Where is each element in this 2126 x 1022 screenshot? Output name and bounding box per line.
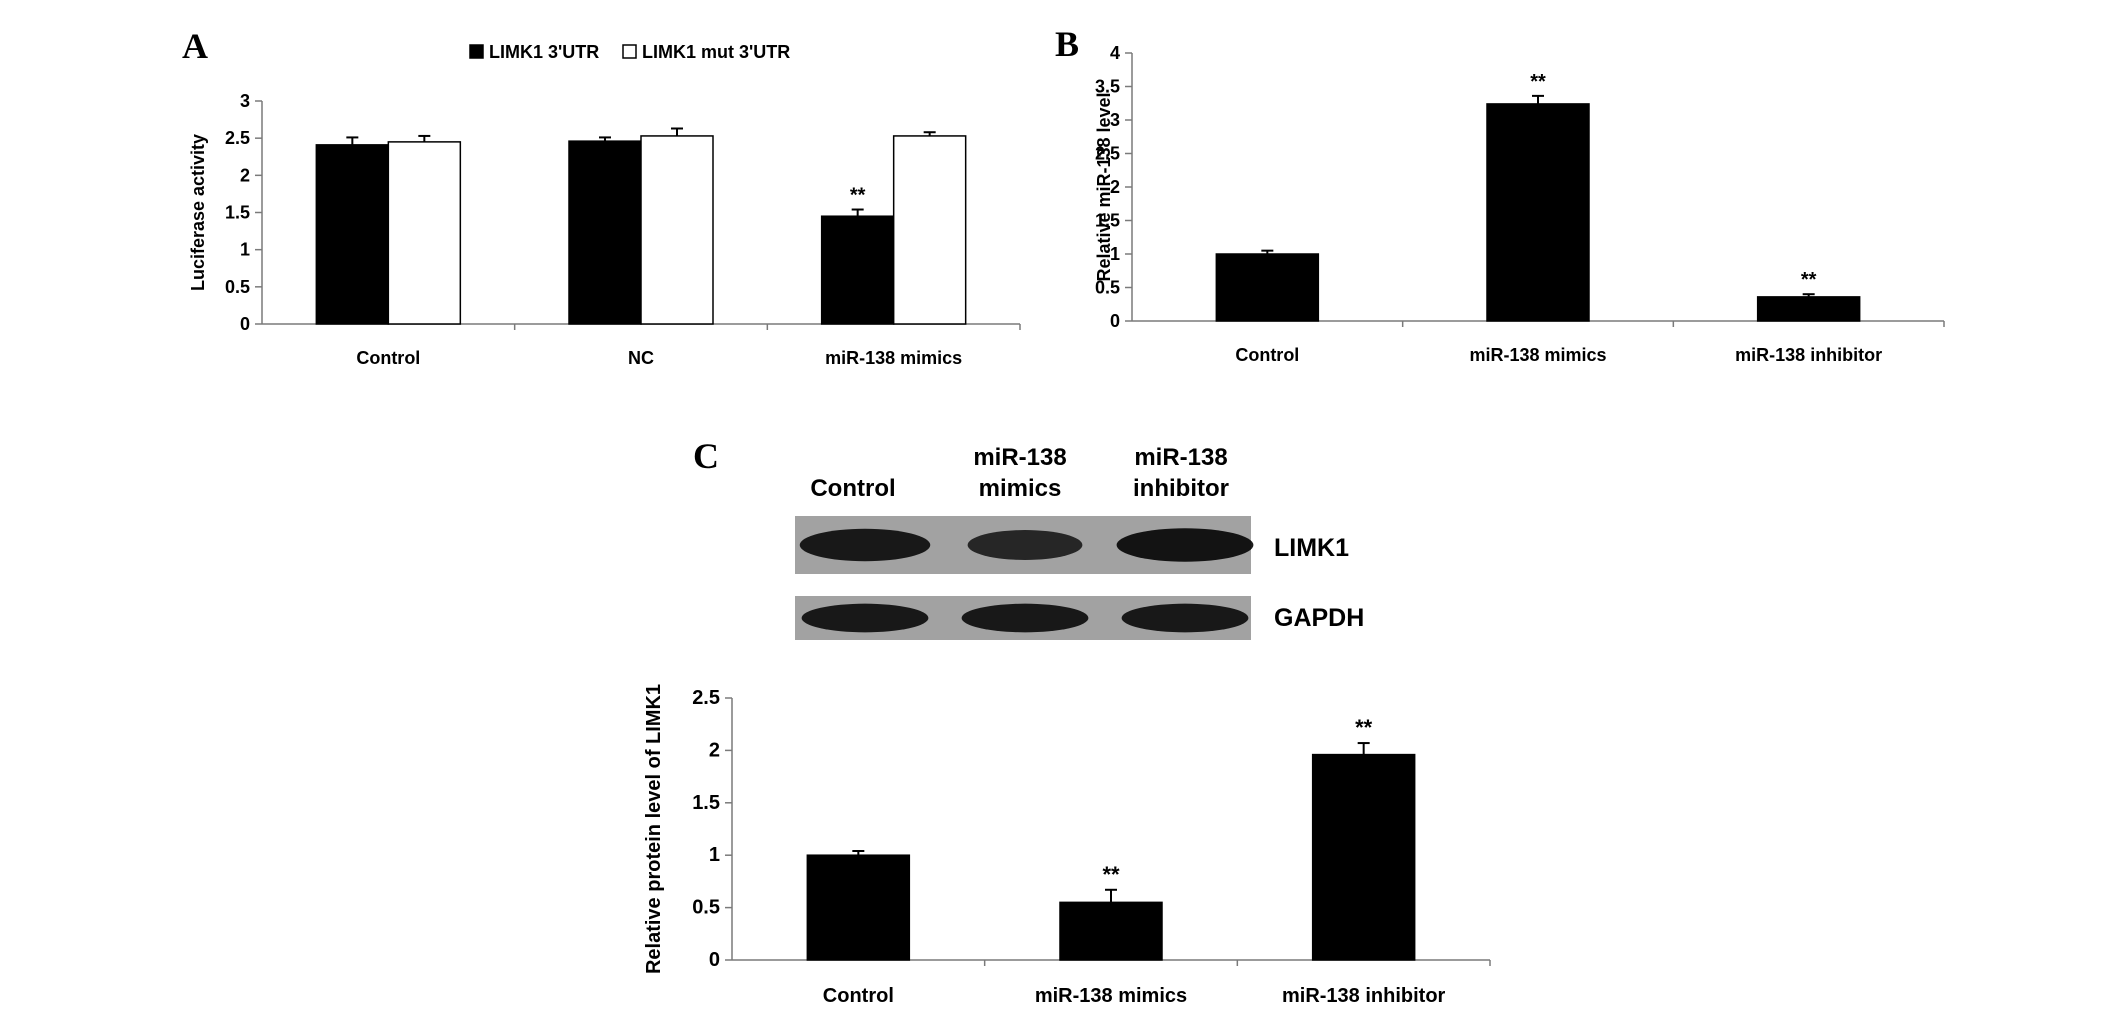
y-axis-title: Luciferase activity	[188, 134, 208, 291]
y-tick-label: 1.5	[225, 203, 250, 223]
significance-label: **	[1355, 715, 1373, 740]
bar-mir-138-mimics	[1486, 103, 1590, 322]
y-tick-label: 0.5	[1095, 278, 1120, 298]
blot-row-label-limk1: LIMK1	[1274, 534, 1349, 562]
blot-band-limk1-2	[967, 530, 1083, 560]
blot-band-gapdh-1	[801, 603, 929, 633]
blot-band-gapdh-2	[961, 603, 1089, 633]
blot-bands	[799, 528, 1254, 633]
bar-mir-138-mimics	[1059, 901, 1163, 961]
y-tick-label: 2	[1110, 177, 1120, 197]
blot-lane-label-mimics-line2: mimics	[979, 475, 1062, 502]
y-tick-label: 1	[240, 240, 250, 260]
significance-label: **	[1801, 269, 1817, 291]
x-tick-label-control: Control	[356, 348, 420, 368]
chart-a-luciferase: 0 0.5 1 1.5 2 2.5 3 Control NC miR-138 mimics Luci…	[188, 91, 1021, 368]
bar-mir-138-mimics-limk1-3-utr	[820, 215, 895, 325]
bar-mir-138-inhibitor	[1311, 753, 1416, 961]
panel-label-c: C	[693, 436, 719, 476]
y-tick-label: 2.5	[225, 128, 250, 148]
y-tick-label: 3.5	[1095, 77, 1120, 97]
y-tick-label: 0.5	[692, 897, 720, 919]
y-tick-label: 2	[709, 739, 720, 761]
x-tick-label-mir-138-mimics: miR-138 mimics	[825, 348, 962, 368]
legend-swatch-limk1-3utr	[469, 44, 484, 59]
y-tick-label: 1	[709, 844, 720, 866]
significance-label: **	[850, 185, 866, 207]
y-tick-label: 0	[709, 949, 720, 971]
y-axis-title: Relative protein level of LIMK1	[643, 684, 665, 974]
panel-label-b: B	[1055, 24, 1079, 64]
panel-label-a: A	[182, 26, 208, 66]
x-tick-label-mir-138-inhibitor: miR-138 inhibitor	[1735, 345, 1882, 365]
y-tick-label: 4	[1110, 43, 1120, 63]
y-tick-label: 3	[240, 91, 250, 111]
y-tick-label: 1	[1110, 244, 1120, 264]
legend-a: LIMK1 3'UTR LIMK1 mut 3'UTR	[469, 42, 790, 62]
x-tick-label-mir-138-mimics: miR-138 mimics	[1469, 345, 1606, 365]
legend-label-limk1-mut-3utr: LIMK1 mut 3'UTR	[642, 42, 790, 62]
blot-lane-label-mimics-line1: miR-138	[973, 444, 1066, 471]
x-tick-label-mir-138-mimics: miR-138 mimics	[1035, 985, 1187, 1007]
x-tick-label-mir-138-inhibitor: miR-138 inhibitor	[1282, 985, 1446, 1007]
legend-swatch-limk1-mut-3utr	[622, 44, 637, 59]
blot-band-limk1-1	[799, 528, 931, 562]
y-tick-label: 2.5	[1095, 144, 1120, 164]
blot-lane-label-inhibitor-line2: inhibitor	[1133, 475, 1229, 502]
y-tick-label: 0.5	[225, 277, 250, 297]
y-tick-label: 0	[1110, 311, 1120, 331]
chart-b-mir138-level: 0 0.5 1 1.5 2 2.5 3 3.5 4 Control miR-138 mimics mi…	[1094, 43, 1945, 365]
bar-nc-limk1-mut-3-utr	[640, 135, 714, 325]
bar-control-limk1-mut-3-utr	[387, 141, 462, 325]
significance-label: **	[1530, 71, 1546, 93]
x-tick-label-nc: NC	[628, 348, 654, 368]
blot-lane-label-control: Control	[810, 475, 895, 502]
bar-nc-limk1-3-utr	[568, 140, 642, 325]
y-tick-label: 3	[1110, 110, 1120, 130]
significance-label: **	[1102, 862, 1120, 887]
blot-row-label-gapdh: GAPDH	[1274, 604, 1364, 632]
y-tick-label: 2.5	[692, 687, 720, 709]
y-axis-title: Relative miR-138 level	[1094, 92, 1114, 281]
bar-mir-138-mimics-limk1-mut-3-utr	[892, 135, 967, 325]
bar-control	[806, 854, 911, 961]
blot-lane-label-inhibitor-line1: miR-138	[1134, 444, 1227, 471]
y-tick-label: 2	[240, 165, 250, 185]
blot-band-gapdh-3	[1121, 603, 1249, 633]
x-tick-label-control: Control	[823, 985, 894, 1007]
y-tick-label: 0	[240, 314, 250, 334]
x-tick-label-control: Control	[1235, 345, 1299, 365]
legend-label-limk1-3utr: LIMK1 3'UTR	[489, 42, 599, 62]
blot-band-limk1-3	[1116, 528, 1254, 562]
bar-control-limk1-3-utr	[315, 144, 390, 325]
y-tick-label: 1.5	[1095, 211, 1120, 231]
chart-c-limk1-protein: 0 0.5 1 1.5 2 2.5 Control miR-138 mimics miR-138…	[643, 684, 1491, 1007]
bar-mir-138-inhibitor	[1756, 296, 1861, 322]
y-tick-label: 1.5	[692, 792, 720, 814]
bar-control	[1215, 253, 1320, 322]
western-blot: Control miR-138 mimics miR-138 inhibitor…	[795, 444, 1364, 640]
